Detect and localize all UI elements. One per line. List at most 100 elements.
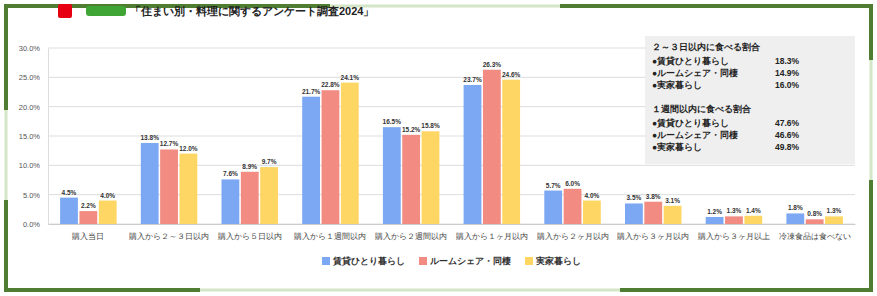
data-label: 16.5% xyxy=(383,118,402,125)
x-axis: 購入当日 購入から２～３日以内購入から５日以内 購入から１週間以内購入から２週間以内… xyxy=(49,224,856,241)
bar xyxy=(725,216,743,224)
annotation-label: ●実家暮らし xyxy=(652,142,702,152)
frame xyxy=(6,6,871,290)
bar xyxy=(644,202,662,224)
bar xyxy=(141,143,159,224)
annotation-label: ●実家暮らし xyxy=(652,80,702,90)
y-tick: 0.0% xyxy=(23,220,48,229)
data-label: 26.3% xyxy=(483,61,502,68)
data-labels: 4.5%13.8%7.6%21.7%16.5%23.7%5.7%3.5%1.2%… xyxy=(62,61,842,218)
x-tick-label: 購入から５日以内 xyxy=(218,232,282,241)
bar xyxy=(179,154,197,224)
bars xyxy=(60,70,843,224)
annotation-value: 46.6% xyxy=(775,130,800,140)
y-tick-label: 15.0% xyxy=(19,132,41,141)
legend-item: 賃貸ひとり暮らし xyxy=(322,256,405,266)
legend-swatch xyxy=(322,257,330,265)
x-tick: 購入から１週間以内 xyxy=(294,224,366,241)
x-tick: 購入から２ヶ月以内 xyxy=(537,224,609,241)
bar xyxy=(544,191,562,224)
data-label: 2.2% xyxy=(81,202,96,209)
bar xyxy=(664,206,682,224)
logo xyxy=(58,4,72,18)
data-label: 1.3% xyxy=(827,207,842,214)
annotation-title: ２～３日以内に食べる割合 xyxy=(652,42,761,52)
data-label: 13.8% xyxy=(140,134,159,141)
data-label: 6.0% xyxy=(565,180,580,187)
bar xyxy=(241,172,259,224)
data-label: 3.8% xyxy=(646,193,661,200)
data-label: 1.2% xyxy=(707,208,722,215)
data-label: 3.5% xyxy=(626,194,641,201)
data-label: 15.2% xyxy=(402,126,421,133)
x-tick-label: 購入当日 xyxy=(72,232,104,241)
chart: 「住まい別・料理に関するアンケート調査2024」 0.0% 5.0% 10.0% 15.… xyxy=(0,0,877,296)
legend-label: 実家暮らし xyxy=(535,256,581,266)
legend-swatch xyxy=(419,257,427,265)
bar xyxy=(99,201,117,224)
x-tick: 購入から２～３日以内 xyxy=(129,224,209,241)
annotation-box: ２～３日以内に食べる割合●賃貸ひとり暮らし18.3%●ルームシェア・同棲14.9… xyxy=(645,36,855,164)
x-tick: 購入当日 xyxy=(72,224,104,241)
data-label: 1.4% xyxy=(746,207,761,214)
x-tick: 購入から３ヶ月以内 xyxy=(617,224,689,241)
x-tick-label: 購入から２ヶ月以内 xyxy=(537,232,609,241)
data-label: 23.7% xyxy=(463,76,482,83)
data-label: 3.1% xyxy=(665,197,680,204)
y-tick-label: 25.0% xyxy=(19,73,41,82)
bar xyxy=(302,97,320,224)
annotation-background xyxy=(645,36,855,164)
bar xyxy=(744,216,762,224)
data-label: 4.0% xyxy=(584,192,599,199)
data-label: 21.7% xyxy=(302,88,321,95)
x-tick: 購入から２週間以内 xyxy=(375,224,447,241)
data-label: 1.8% xyxy=(788,204,803,211)
data-label: 15.8% xyxy=(421,122,440,129)
logo xyxy=(86,6,126,16)
y-tick-label: 20.0% xyxy=(19,103,41,112)
bar xyxy=(502,80,520,224)
x-axis-line xyxy=(49,224,856,225)
x-tick-label: 購入から１ヶ月以内 xyxy=(456,232,528,241)
x-tick-label: 購入から３ヶ月以上 xyxy=(698,232,770,241)
bar xyxy=(464,85,482,224)
y-tick: 20.0% xyxy=(19,103,48,112)
y-axis: 0.0%5.0%10.0%15.0%20.0%25.0%30.0% xyxy=(19,44,49,229)
grid xyxy=(48,48,855,224)
bar xyxy=(806,219,824,224)
y-tick-label: 10.0% xyxy=(19,161,41,170)
title: 「住まい別・料理に関するアンケート調査2024」 xyxy=(130,5,374,18)
y-tick: 10.0% xyxy=(19,161,48,170)
annotation-value: 18.3% xyxy=(775,56,800,66)
annotation-title: １週間以内に食べる割合 xyxy=(652,104,752,114)
bar xyxy=(625,203,643,224)
data-label: 8.9% xyxy=(242,163,257,170)
y-tick: 25.0% xyxy=(19,73,48,82)
legend-label: 賃貸ひとり暮らし xyxy=(332,256,405,266)
legend-label: ルームシェア・同棲 xyxy=(429,256,511,266)
x-tick: 冷凍食品は食べない xyxy=(779,224,851,241)
annotation-label: ●ルームシェア・同棲 xyxy=(652,68,738,78)
legend-item: ルームシェア・同棲 xyxy=(419,256,511,266)
series xyxy=(60,85,804,224)
y-tick: 5.0% xyxy=(23,191,48,200)
y-axis-line xyxy=(48,49,49,225)
bar xyxy=(79,211,97,224)
legend-item: 実家暮らし xyxy=(525,256,581,266)
bar xyxy=(260,167,278,224)
x-tick: 購入から１ヶ月以内 xyxy=(456,224,528,241)
data-label: 12.7% xyxy=(160,140,179,147)
series xyxy=(79,70,823,224)
x-tick-label: 購入から２週間以内 xyxy=(375,232,447,241)
bar xyxy=(322,90,340,224)
y-tick-label: 0.0% xyxy=(23,220,40,229)
data-label: 24.1% xyxy=(341,74,360,81)
annotation-value: 16.0% xyxy=(775,80,800,90)
annotation-value: 14.9% xyxy=(775,68,800,78)
x-tick: 購入から３ヶ月以上 xyxy=(698,224,770,241)
annotation-value: 49.8% xyxy=(775,142,800,152)
x-tick: 購入から５日以内 xyxy=(218,224,282,241)
data-label: 9.7% xyxy=(262,158,277,165)
bar xyxy=(583,201,601,224)
x-tick-label: 購入から３ヶ月以内 xyxy=(617,232,689,241)
